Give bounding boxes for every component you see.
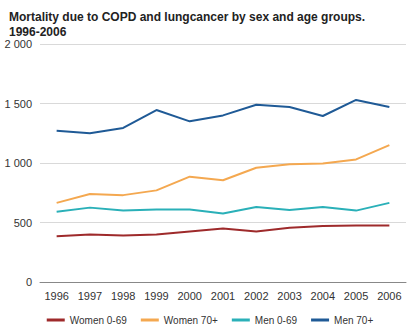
svg-text:1998: 1998	[111, 290, 135, 302]
svg-text:Men 70+: Men 70+	[334, 315, 373, 326]
svg-text:2001: 2001	[211, 290, 235, 302]
svg-text:500: 500	[14, 217, 32, 229]
svg-text:Women 70+: Women 70+	[164, 315, 218, 326]
svg-text:2004: 2004	[311, 290, 335, 302]
svg-text:2 000: 2 000	[4, 38, 32, 50]
svg-text:2005: 2005	[344, 290, 368, 302]
svg-text:2000: 2000	[177, 290, 201, 302]
svg-text:1 000: 1 000	[4, 157, 32, 169]
svg-text:1996-2006: 1996-2006	[9, 25, 67, 39]
svg-text:2003: 2003	[277, 290, 301, 302]
svg-text:Men 0-69: Men 0-69	[255, 315, 298, 326]
svg-text:Women 0-69: Women 0-69	[70, 315, 128, 326]
svg-text:1999: 1999	[144, 290, 168, 302]
svg-text:Mortality due to COPD and lung: Mortality due to COPD and lungcancer by …	[9, 10, 365, 24]
svg-text:1 500: 1 500	[4, 98, 32, 110]
svg-text:1997: 1997	[78, 290, 102, 302]
svg-text:0: 0	[26, 276, 32, 288]
svg-text:2002: 2002	[244, 290, 268, 302]
svg-text:2006: 2006	[377, 290, 401, 302]
svg-text:1996: 1996	[44, 290, 68, 302]
